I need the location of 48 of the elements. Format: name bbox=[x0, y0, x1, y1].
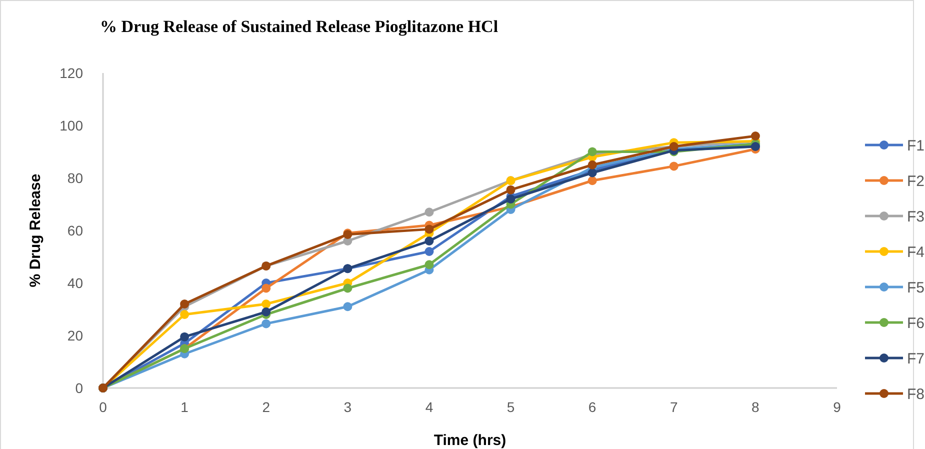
x-tick-label: 5 bbox=[506, 399, 515, 415]
point bbox=[506, 185, 516, 194]
y-axis-title: % Drug Release bbox=[27, 174, 44, 288]
point bbox=[180, 300, 190, 308]
legend-label: F3 bbox=[907, 208, 925, 226]
y-tick-label: 80 bbox=[67, 170, 84, 186]
point bbox=[262, 284, 271, 293]
x-tick-label: 8 bbox=[752, 399, 760, 415]
legend-label: F8 bbox=[907, 386, 925, 403]
point bbox=[424, 236, 434, 246]
y-tick-label: 120 bbox=[60, 64, 84, 81]
x-tick-label: 4 bbox=[425, 399, 434, 415]
legend-label: F4 bbox=[907, 244, 925, 261]
legend-label: F5 bbox=[907, 279, 925, 296]
point bbox=[669, 162, 678, 171]
x-tick-label: 6 bbox=[588, 399, 596, 415]
y-tick-label: 60 bbox=[67, 222, 84, 238]
legend-label: F2 bbox=[907, 172, 925, 190]
point bbox=[343, 284, 352, 293]
y-tick-label: 40 bbox=[67, 274, 84, 291]
point bbox=[180, 310, 190, 319]
y-tick-label: 0 bbox=[75, 380, 84, 396]
point bbox=[424, 260, 434, 270]
legend-label: F6 bbox=[907, 314, 925, 332]
point bbox=[180, 332, 190, 342]
point bbox=[750, 132, 760, 140]
point bbox=[262, 307, 271, 316]
legend-label: F7 bbox=[907, 350, 925, 368]
x-tick-label: 2 bbox=[262, 399, 270, 415]
y-tick-label: 100 bbox=[60, 117, 84, 134]
legend-label: F1 bbox=[907, 137, 925, 154]
x-tick-label: 7 bbox=[670, 399, 678, 415]
y-tick-label: 20 bbox=[67, 327, 84, 344]
point bbox=[424, 224, 434, 234]
point bbox=[506, 194, 516, 204]
x-tick-label: 9 bbox=[833, 399, 842, 415]
point bbox=[262, 319, 271, 328]
x-tick-label: 0 bbox=[99, 399, 108, 415]
point bbox=[424, 208, 434, 217]
point bbox=[343, 302, 352, 312]
x-tick-label: 1 bbox=[180, 399, 189, 415]
point bbox=[588, 176, 597, 186]
chart-title: % Drug Release of Sustained Release Pioglitazone HCl bbox=[100, 17, 498, 36]
point bbox=[262, 300, 271, 308]
x-axis-title: Time (hrs) bbox=[434, 432, 506, 449]
point bbox=[588, 147, 597, 156]
point bbox=[424, 247, 434, 256]
x-tick-label: 3 bbox=[344, 399, 352, 415]
